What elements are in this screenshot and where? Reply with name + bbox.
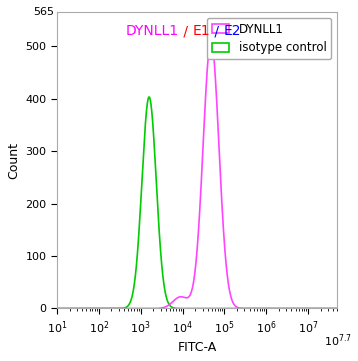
- Text: E1: E1: [193, 24, 210, 38]
- Text: DYNLL1: DYNLL1: [126, 24, 179, 38]
- Text: /: /: [179, 24, 193, 38]
- Y-axis label: Count: Count: [7, 142, 20, 179]
- Text: $10^{7.7}$: $10^{7.7}$: [324, 332, 351, 349]
- Text: 565: 565: [33, 7, 54, 17]
- Text: /: /: [210, 24, 223, 38]
- X-axis label: FITC-A: FITC-A: [178, 341, 217, 354]
- Legend: DYNLL1, isotype control: DYNLL1, isotype control: [207, 18, 332, 59]
- Text: E2: E2: [223, 24, 241, 38]
